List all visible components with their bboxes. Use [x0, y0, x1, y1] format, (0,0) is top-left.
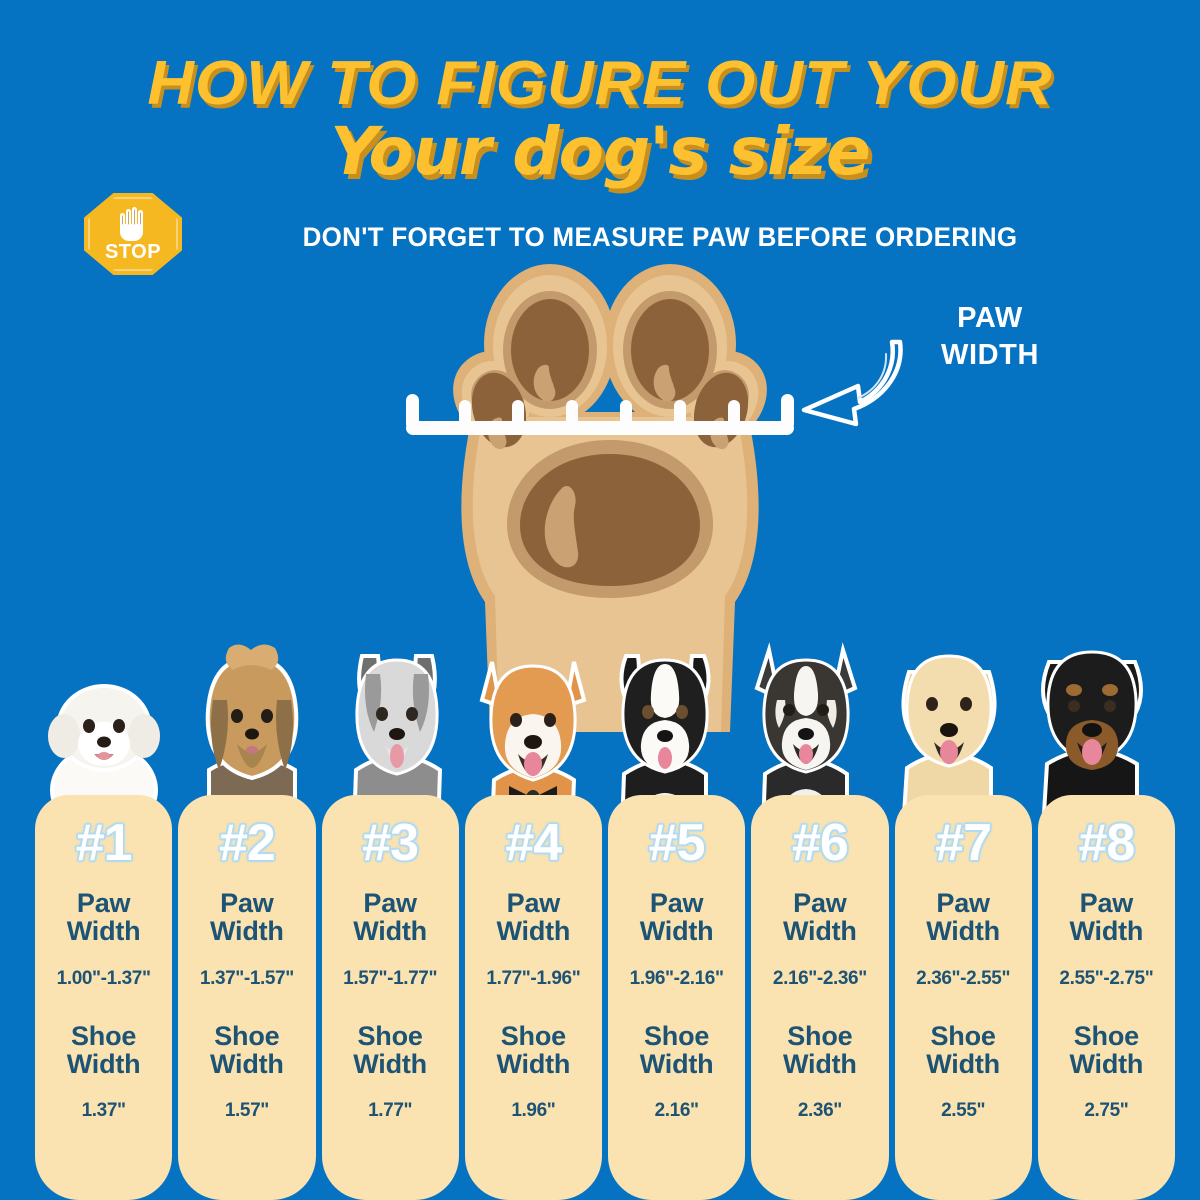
paw-width-label: Paw Width: [210, 889, 284, 946]
size-card[interactable]: #3 Paw Width 1.57"-1.77" Shoe Width 1.77…: [321, 795, 459, 1200]
shoe-width-label-line2: Width: [210, 1049, 284, 1080]
size-number: #6: [791, 814, 849, 872]
paw-width-label-line2: Width: [1069, 916, 1144, 947]
size-number: #5: [648, 814, 706, 872]
dog-photo-maltese-bichon: [44, 650, 164, 830]
ruler-icon: [406, 394, 794, 435]
size-card[interactable]: #4 Paw Width 1.77"-1.96" Shoe Width 1.96…: [464, 795, 602, 1200]
dog-photo-row: [0, 630, 1200, 830]
paw-width-label-line1: Paw: [506, 888, 561, 918]
shoe-width-label-line1: Shoe: [644, 1020, 710, 1051]
size-number: #7: [935, 814, 992, 872]
paw-width-label-line2: Width: [783, 916, 857, 947]
shoe-width-label: Shoe Width: [496, 1020, 571, 1080]
paw-width-value: 1.57"-1.77": [343, 967, 438, 989]
size-number: #3: [362, 814, 419, 872]
paw-width-label: Paw Width: [67, 889, 141, 946]
size-card-row: #1 Paw Width 1.00"-1.37" Shoe Width 1.37…: [35, 795, 1175, 1200]
shoe-width-label: Shoe Width: [783, 1020, 857, 1080]
size-card[interactable]: #7 Paw Width 2.36"-2.55" Shoe Width 2.55…: [894, 795, 1032, 1200]
paw-width-value: 2.16"-2.36": [772, 967, 867, 989]
paw-width-label-line2: Width: [496, 916, 571, 947]
paw-width-label-line1: Paw: [649, 888, 704, 918]
shoe-width-label-line1: Shoe: [71, 1020, 137, 1051]
size-card[interactable]: #5 Paw Width 1.96"-2.16" Shoe Width 2.16…: [608, 795, 746, 1200]
page-title-line2: Your dog's size: [330, 113, 871, 190]
paw-width-label-line1: Paw: [793, 888, 847, 918]
size-card[interactable]: #8 Paw Width 2.55"-2.75" Shoe Width 2.75…: [1037, 795, 1175, 1200]
paw-width-value: 1.00"-1.37": [56, 967, 151, 989]
shoe-width-value: 1.57": [224, 1100, 269, 1122]
size-card[interactable]: #2 Paw Width 1.37"-1.57" Shoe Width 1.57…: [178, 795, 316, 1200]
shoe-width-label-line2: Width: [66, 1049, 141, 1080]
size-card[interactable]: #1 Paw Width 1.00"-1.37" Shoe Width 1.37…: [35, 795, 173, 1200]
shoe-width-label-line1: Shoe: [930, 1020, 996, 1051]
shoe-width-label-line2: Width: [783, 1049, 857, 1080]
paw-width-label-line2: Width: [210, 916, 284, 947]
shoe-width-value: 1.37": [81, 1100, 126, 1122]
dog-photo-border-collie: [602, 640, 728, 830]
paw-width-callout: PAW WIDTH: [900, 300, 1080, 374]
shoe-width-label-line2: Width: [1069, 1049, 1144, 1080]
shoe-width-value: 1.96": [511, 1100, 556, 1122]
shoe-width-label-line1: Shoe: [500, 1020, 566, 1051]
paw-width-label-line1: Paw: [363, 888, 417, 918]
shoe-width-label: Shoe Width: [1069, 1020, 1144, 1080]
page-subtitle: DON'T FORGET TO MEASURE PAW BEFORE ORDER…: [302, 222, 1018, 252]
paw-width-label: Paw Width: [926, 889, 1000, 946]
shoe-width-value: 2.55": [941, 1100, 986, 1122]
shoe-width-label: Shoe Width: [926, 1020, 1000, 1080]
stop-sign-badge: STOP: [84, 193, 182, 275]
paw-width-value: 1.96"-2.16": [629, 967, 724, 989]
paw-width-label: Paw Width: [1070, 889, 1144, 946]
paw-width-label-line2: Width: [353, 916, 427, 947]
paw-width-callout-line1: PAW: [957, 302, 1023, 334]
paw-width-label: Paw Width: [783, 889, 857, 946]
curved-arrow-left-icon: [801, 339, 903, 427]
size-card[interactable]: #6 Paw Width 2.16"-2.36" Shoe Width 2.36…: [751, 795, 889, 1200]
shoe-width-label-line1: Shoe: [214, 1020, 280, 1051]
paw-width-label: Paw Width: [497, 889, 571, 946]
shoe-width-label: Shoe Width: [210, 1020, 284, 1080]
shoe-width-label-line2: Width: [926, 1049, 1000, 1080]
paw-width-label: Paw Width: [640, 889, 714, 946]
shoe-width-label-line1: Shoe: [1073, 1020, 1139, 1051]
size-number: #8: [1078, 814, 1135, 872]
paw-width-callout-line2: WIDTH: [940, 339, 1040, 372]
paw-width-label-line2: Width: [639, 916, 714, 947]
paw-width-label-line1: Paw: [220, 888, 274, 918]
shoe-width-label: Shoe Width: [639, 1020, 714, 1080]
paw-width-label-line2: Width: [66, 916, 141, 947]
shoe-width-value: 1.77": [368, 1100, 413, 1122]
size-number: #2: [218, 814, 276, 872]
page-title-line1: HOW TO FIGURE OUT YOUR: [147, 49, 1053, 118]
shoe-width-label-line1: Shoe: [787, 1020, 853, 1051]
paw-width-value: 1.77"-1.96": [486, 967, 581, 989]
dog-paw-icon: [453, 264, 767, 732]
shoe-width-label-line2: Width: [639, 1049, 714, 1080]
paw-width-label-line2: Width: [926, 916, 1000, 947]
paw-width-label-line1: Paw: [936, 888, 990, 918]
shoe-width-label-line2: Width: [353, 1049, 427, 1080]
shoe-width-value: 2.36": [797, 1100, 842, 1122]
paw-width-label-line1: Paw: [76, 888, 131, 918]
paw-width-value: 1.37"-1.57": [199, 967, 294, 989]
paw-width-value: 2.36"-2.55": [916, 967, 1011, 989]
paw-width-label: Paw Width: [353, 889, 427, 946]
stop-label: STOP: [104, 241, 162, 263]
shoe-width-label-line2: Width: [496, 1049, 571, 1080]
shoe-width-label: Shoe Width: [353, 1020, 427, 1080]
shoe-width-label-line1: Shoe: [357, 1020, 423, 1051]
shoe-width-value: 2.75": [1084, 1100, 1129, 1122]
dog-photo-rottweiler: [1027, 636, 1157, 830]
size-number: #4: [505, 814, 562, 872]
size-number: #1: [75, 814, 133, 872]
paw-width-value: 2.55"-2.75": [1059, 967, 1154, 989]
shoe-width-label: Shoe Width: [66, 1020, 141, 1080]
paw-width-label-line1: Paw: [1079, 888, 1134, 918]
shoe-width-value: 2.16": [654, 1100, 699, 1122]
hand-stop-icon: [120, 207, 143, 241]
header-section: HOW TO FIGURE OUT YOUR Your dog's size S…: [0, 0, 1200, 280]
